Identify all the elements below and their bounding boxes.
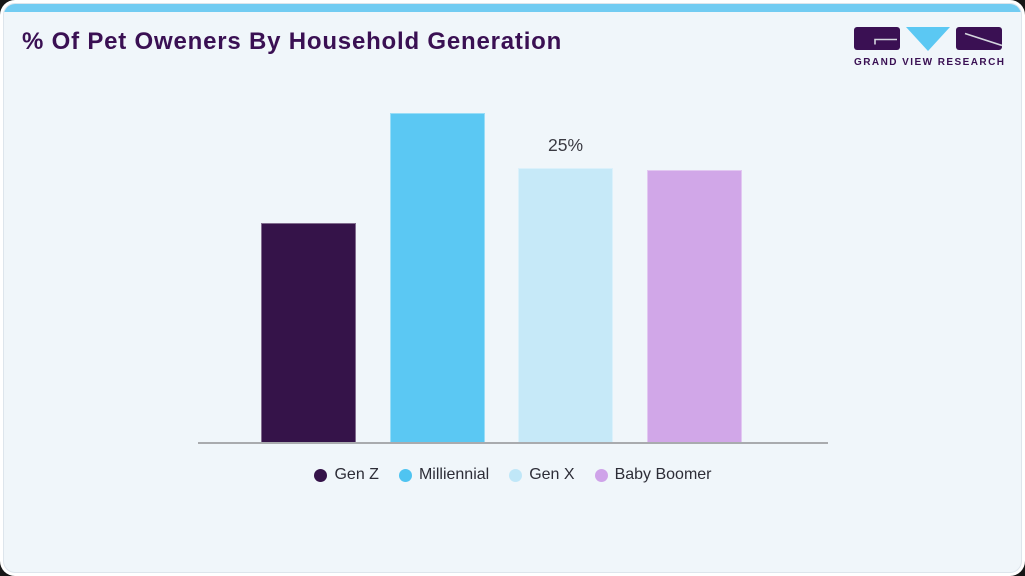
- bar-gen-x: [518, 168, 613, 443]
- logo-g-block-icon: [854, 27, 900, 50]
- gvr-logo-marks: [854, 27, 1002, 51]
- legend-dot-icon: [314, 468, 328, 482]
- infographic-card: % Of Pet Oweners By Household Generation…: [3, 3, 1022, 573]
- legend-dot-icon: [398, 468, 412, 482]
- bar-plot: 25%: [4, 4, 1021, 572]
- legend-label: Gen Z: [334, 466, 379, 483]
- legend-item-milliennial: Milliennial: [398, 466, 490, 484]
- bar-data-label: 25%: [547, 135, 584, 155]
- logo-r-block-icon: [956, 27, 1002, 50]
- legend-item-baby-boomer: Baby Boomer: [594, 466, 712, 484]
- bar-milliennial: [390, 113, 485, 443]
- legend-dot-icon: [509, 468, 523, 482]
- gvr-logo: GRAND VIEW RESEARCH: [854, 27, 1006, 68]
- legend-item-gen-x: Gen X: [509, 466, 575, 484]
- bar-gen-z: [261, 223, 356, 443]
- legend-label: Baby Boomer: [614, 466, 712, 483]
- brand-name: GRAND VIEW RESEARCH: [854, 57, 1006, 68]
- legend-label: Gen X: [529, 466, 575, 483]
- legend-label: Milliennial: [418, 466, 490, 483]
- x-axis-baseline: [198, 442, 828, 444]
- chart-title: % Of Pet Oweners By Household Generation: [22, 28, 563, 55]
- logo-v-triangle-icon: [906, 27, 950, 51]
- bar-baby-boomer: [647, 170, 742, 443]
- top-accent-strip: [4, 4, 1021, 12]
- legend-dot-icon: [594, 468, 608, 482]
- chart-legend: Gen Z Milliennial Gen X Baby Boomer: [198, 461, 828, 489]
- legend-item-gen-z: Gen Z: [314, 466, 379, 484]
